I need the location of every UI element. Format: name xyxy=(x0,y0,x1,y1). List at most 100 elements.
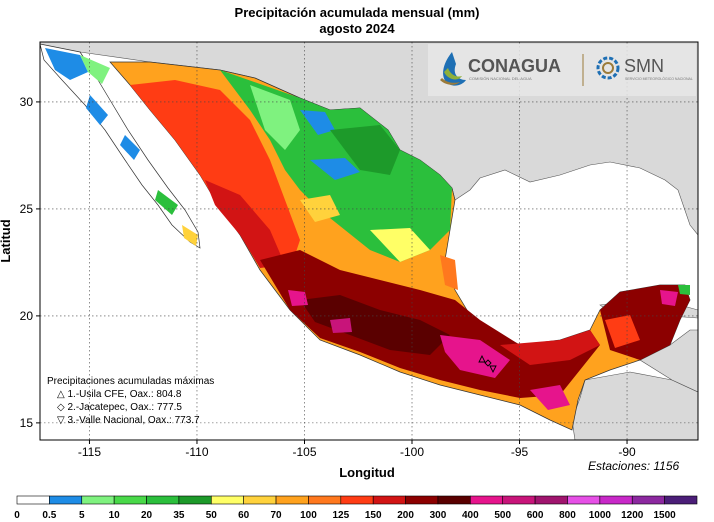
colorbar-swatch-13 xyxy=(437,495,471,505)
colorbar-label-16: 600 xyxy=(527,510,544,521)
colorbar-swatch-5 xyxy=(178,495,212,505)
zone-darkgreen-ne xyxy=(330,125,400,175)
smn-logo-text: SMN xyxy=(624,56,664,76)
stations-count: Estaciones: 1156 xyxy=(588,459,680,473)
colorbar-label-20: 1500 xyxy=(653,510,676,521)
x-tick-label-3: -100 xyxy=(400,445,424,459)
colorbar: 0 0.5 5 10 20 35 50 60 70 100 125 150 200 300 400 500 60… xyxy=(14,495,698,521)
colorbar-swatch-16 xyxy=(534,495,568,505)
zone-blue-central xyxy=(310,158,360,180)
axis-ticks: -115 -110 -105 -100 -95 -90 15 20 25 30 xyxy=(20,95,636,459)
colorbar-swatch-17 xyxy=(567,495,601,505)
zone-pink-west2 xyxy=(330,318,352,333)
zone-pink-yucatan xyxy=(660,290,678,306)
maxima-item-3: ▽ 3.-Valle Nacional, Oax.: 773.7 xyxy=(57,414,214,427)
colorbar-swatch-10 xyxy=(340,495,374,505)
colorbar-swatch-6 xyxy=(210,495,244,505)
maxima-item-1: △ 1.-Usila CFE, Oax.: 804.8 xyxy=(57,388,214,401)
maxima-item-3-text: 3.-Valle Nacional, Oax.: 773.7 xyxy=(67,415,200,426)
colorbar-swatch-14 xyxy=(470,495,504,505)
conagua-logo-text: CONAGUA xyxy=(468,56,561,76)
colorbar-label-0: 0 xyxy=(14,510,20,521)
diamond-icon: ◇ xyxy=(57,402,65,413)
x-tick-label-1: -110 xyxy=(185,445,208,459)
zone-lightgreen-north xyxy=(250,85,300,150)
colorbar-label-17: 800 xyxy=(559,510,576,521)
zone-pink-west xyxy=(288,290,308,306)
triangle-up-icon: △ xyxy=(57,389,65,400)
x-tick-label-2: -105 xyxy=(292,445,316,459)
colorbar-label-19: 1200 xyxy=(621,510,644,521)
colorbar-swatch-20 xyxy=(664,495,698,505)
maxima-item-2: ◇ 2.-Jacatepec, Oax.: 777.5 xyxy=(57,401,214,414)
colorbar-swatch-19 xyxy=(631,495,665,505)
colorbar-swatch-12 xyxy=(405,495,439,505)
zone-pink-oaxaca xyxy=(440,335,510,378)
conagua-logo-icon xyxy=(440,52,466,86)
zone-red-yucatan xyxy=(605,315,640,348)
baja-blue-north xyxy=(45,48,88,80)
zone-yellow-central xyxy=(300,195,340,222)
y-tick-label-0: 15 xyxy=(20,416,34,430)
zone-maroon-south xyxy=(300,295,450,355)
colorbar-label-3: 10 xyxy=(109,510,121,521)
colorbar-label-7: 60 xyxy=(238,510,250,521)
colorbar-label-4: 20 xyxy=(141,510,153,521)
map-title: Precipitación acumulada mensual (mm) xyxy=(234,5,480,20)
map-subtitle: agosto 2024 xyxy=(319,21,395,36)
colorbar-swatch-7 xyxy=(243,495,277,505)
maxima-marker-3 xyxy=(489,365,497,374)
y-tick-label-2: 25 xyxy=(20,202,34,216)
baja-green-north xyxy=(80,55,110,84)
x-tick-label-4: -95 xyxy=(511,445,529,459)
plot-frame xyxy=(39,41,699,441)
triangle-down-icon: ▽ xyxy=(57,415,65,426)
colorbar-label-10: 125 xyxy=(332,510,349,521)
zone-darkred-west xyxy=(205,180,285,268)
colorbar-label-12: 200 xyxy=(397,510,414,521)
colorbar-swatch-8 xyxy=(275,495,309,505)
colorbar-label-8: 70 xyxy=(270,510,282,521)
x-tick-label-5: -90 xyxy=(618,445,636,459)
x-tick-label-0: -115 xyxy=(78,445,101,459)
colorbar-swatch-4 xyxy=(146,495,180,505)
smn-logo-subtext: SERVICIO METEOROLÓGICO NACIONAL xyxy=(625,76,693,81)
y-axis-label: Latitud xyxy=(0,219,13,262)
y-tick-label-1: 20 xyxy=(20,309,34,323)
colorbar-swatch-15 xyxy=(502,495,536,505)
logo-panel: CONAGUA COMISIÓN NACIONAL DEL AGUA SMN S… xyxy=(428,44,696,96)
x-axis-label: Longitud xyxy=(339,465,395,480)
colorbar-swatch-9 xyxy=(308,495,342,505)
colorbar-label-2: 5 xyxy=(79,510,85,521)
colorbar-label-14: 400 xyxy=(462,510,479,521)
colorbar-label-11: 150 xyxy=(365,510,382,521)
zone-darkred-south xyxy=(260,250,600,398)
maxima-item-2-text: 2.-Jacatepec, Oax.: 777.5 xyxy=(67,402,182,413)
colorbar-swatch-0 xyxy=(16,495,50,505)
zone-orange-gulf xyxy=(440,255,458,290)
colorbar-label-5: 35 xyxy=(173,510,185,521)
maxima-heading: Precipitaciones acumuladas máximas xyxy=(47,376,215,387)
colorbar-swatch-2 xyxy=(81,495,115,505)
zone-pink-chiapas xyxy=(530,385,570,410)
maxima-legend: Precipitaciones acumuladas máximas △ 1.-… xyxy=(47,375,214,427)
baja-blue-south xyxy=(120,135,140,160)
colorbar-label-15: 500 xyxy=(494,510,511,521)
colorbar-swatch-1 xyxy=(49,495,83,505)
smn-logo-icon xyxy=(596,56,620,80)
colorbar-swatch-18 xyxy=(599,495,633,505)
colorbar-label-18: 1000 xyxy=(589,510,612,521)
zone-blue-north xyxy=(300,110,335,135)
colorbar-label-13: 300 xyxy=(430,510,447,521)
colorbar-swatch-3 xyxy=(113,495,147,505)
baja-blue-mid xyxy=(86,95,108,125)
zone-green-yucatan-tip xyxy=(678,285,690,295)
baja-yellow-cape xyxy=(182,225,198,246)
conagua-logo-subtext: COMISIÓN NACIONAL DEL AGUA xyxy=(469,76,532,81)
colorbar-swatch-11 xyxy=(372,495,406,505)
colorbar-label-6: 50 xyxy=(206,510,218,521)
central-america-landmass xyxy=(571,371,698,440)
zone-yellow-ne xyxy=(370,228,430,262)
zone-red-tabasco xyxy=(500,330,600,365)
